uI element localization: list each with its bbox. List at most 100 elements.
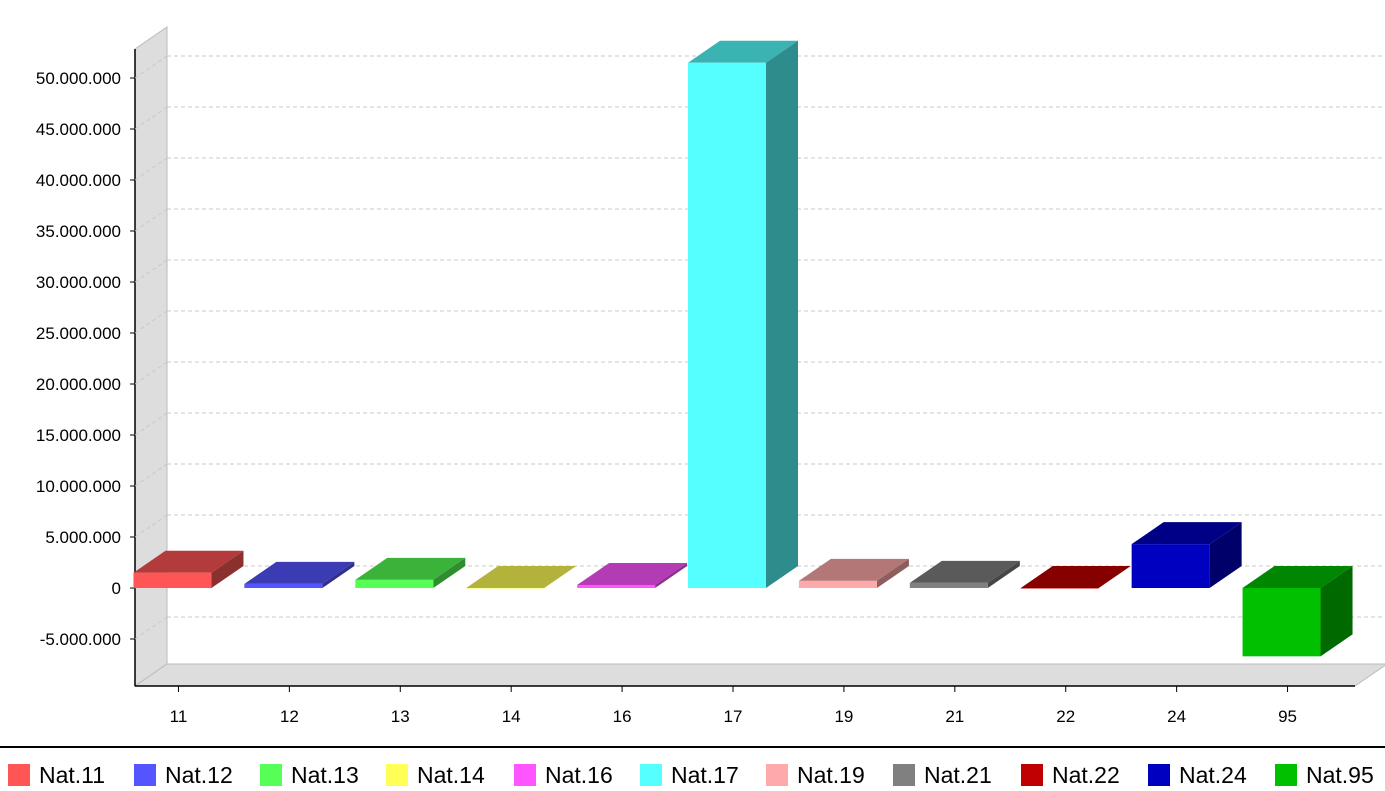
- bar-side: [876, 558, 909, 588]
- legend-label: Nat.11: [39, 761, 106, 788]
- x-tick-label: 16: [613, 707, 632, 726]
- y-tick-label: 0: [112, 579, 121, 598]
- legend-item: Nat.17: [640, 762, 739, 788]
- bar-top: [688, 40, 798, 63]
- legend-item: Nat.12: [134, 762, 233, 788]
- y-tick-label: 45.000.000: [36, 120, 121, 139]
- y-tick-label: 25.000.000: [36, 324, 121, 343]
- legend-item: Nat.95: [1275, 762, 1374, 788]
- bar-front: [1131, 544, 1210, 588]
- bar-side: [433, 557, 466, 588]
- y-tick-label: 50.000.000: [36, 69, 121, 88]
- bar-top: [466, 566, 577, 588]
- legend: Nat.11 Nat.12 Nat.13 Nat.14 Nat.16 Nat.17 Nat.…: [0, 746, 1385, 791]
- legend-label: Nat.12: [165, 761, 233, 788]
- legend-swatch: [8, 764, 30, 786]
- y-tick-label: 5.000.000: [45, 528, 121, 547]
- bar-front: [244, 583, 323, 588]
- legend-label: Nat.95: [1306, 761, 1374, 788]
- legend-swatch: [640, 764, 662, 786]
- bar-side: [655, 562, 688, 588]
- legend-label: Nat.19: [797, 761, 865, 788]
- bar-top: [1242, 566, 1353, 588]
- legend-item: Nat.21: [893, 762, 992, 788]
- x-tick-label: 14: [502, 707, 521, 726]
- legend-swatch: [260, 764, 282, 786]
- legend-item: Nat.24: [1148, 762, 1247, 788]
- bar-front: [688, 62, 766, 588]
- x-tick-label: 17: [724, 707, 743, 726]
- bar-side: [1209, 522, 1242, 588]
- legend-swatch: [514, 764, 536, 786]
- legend-swatch: [1021, 764, 1043, 786]
- y-axis: -5.000.000 0 5.000.000 10.000.000 15.000.000…: [36, 69, 135, 649]
- bar-95: [1242, 566, 1353, 657]
- legend-swatch: [1148, 764, 1170, 786]
- bar-front: [909, 582, 988, 588]
- bar-top: [577, 562, 688, 585]
- y-tick-label: 15.000.000: [36, 426, 121, 445]
- bar-top: [133, 550, 244, 573]
- bars: [133, 40, 1353, 657]
- bar-13: [355, 557, 466, 588]
- legend-item: Nat.13: [260, 762, 359, 788]
- y-tick-label: -5.000.000: [40, 630, 121, 649]
- bar-front: [466, 588, 545, 589]
- legend-swatch: [386, 764, 408, 786]
- bar-11: [133, 550, 244, 588]
- x-tick-label: 11: [170, 707, 188, 726]
- bar-side: [1320, 566, 1353, 657]
- bar-front: [577, 584, 656, 588]
- bar-top: [1131, 522, 1242, 545]
- legend-label: Nat.21: [924, 761, 992, 788]
- bar-side: [211, 550, 244, 588]
- y-tick-label: 10.000.000: [36, 477, 121, 496]
- x-tick-label: 21: [945, 707, 964, 726]
- bar-top: [355, 557, 466, 580]
- bar-front: [133, 572, 212, 588]
- legend-item: Nat.22: [1021, 762, 1120, 788]
- legend-item: Nat.11: [8, 762, 105, 788]
- floor: [133, 663, 1385, 687]
- bar-top: [909, 560, 1020, 583]
- bar-22: [1020, 566, 1131, 589]
- bar-top: [798, 558, 909, 581]
- bar-19: [798, 558, 909, 588]
- legend-label: Nat.24: [1179, 761, 1247, 788]
- x-tick-label: 12: [280, 707, 299, 726]
- bar-front: [1020, 588, 1099, 589]
- x-tick-label: 22: [1056, 707, 1075, 726]
- x-tick-label: 19: [834, 707, 853, 726]
- bar-21: [909, 560, 1020, 588]
- legend-swatch: [1275, 764, 1297, 786]
- x-tick-label: 24: [1167, 707, 1186, 726]
- x-tick-label: 13: [391, 707, 410, 726]
- chart-frame: [133, 26, 1385, 687]
- y-tick-label: 30.000.000: [36, 273, 121, 292]
- y-tick-label: 40.000.000: [36, 171, 121, 190]
- x-axis: 11 12 13 14 16 17 19 21 22 24 95: [170, 686, 1297, 726]
- bar-12: [244, 561, 355, 588]
- y-tick-label: 20.000.000: [36, 375, 121, 394]
- legend-item: Nat.19: [766, 762, 865, 788]
- bar-side: [766, 40, 798, 588]
- bar-side: [322, 561, 355, 588]
- bar-chart: -5.000.000 0 5.000.000 10.000.000 15.000.000…: [36, 26, 1385, 726]
- legend-item: Nat.14: [386, 762, 485, 788]
- bar-24: [1131, 522, 1242, 588]
- bar-front: [1242, 588, 1321, 657]
- y-tick-label: 35.000.000: [36, 222, 121, 241]
- bar-17: [688, 40, 798, 588]
- legend-item: Nat.16: [514, 762, 613, 788]
- legend-label: Nat.13: [291, 761, 359, 788]
- bar-14: [466, 566, 577, 589]
- legend-label: Nat.22: [1052, 761, 1120, 788]
- legend-label: Nat.17: [671, 761, 739, 788]
- bar-front: [355, 579, 434, 588]
- legend-swatch: [134, 764, 156, 786]
- legend-label: Nat.14: [417, 761, 485, 788]
- bar-16: [577, 562, 688, 588]
- bar-top: [244, 561, 355, 584]
- legend-swatch: [766, 764, 788, 786]
- bar-top: [1020, 566, 1131, 588]
